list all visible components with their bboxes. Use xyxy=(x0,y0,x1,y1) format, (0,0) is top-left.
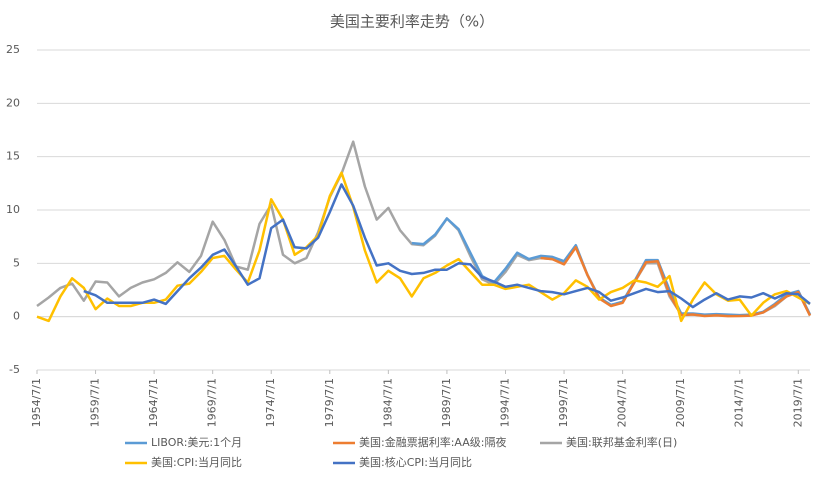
x-tick-label: 1979/7/1 xyxy=(323,378,336,427)
x-tick-label: 1964/7/1 xyxy=(147,378,160,427)
legend-label: 美国:核心CPI:当月同比 xyxy=(359,455,472,469)
y-tick-label: -5 xyxy=(9,363,20,376)
series-line xyxy=(36,140,812,317)
x-tick-label: 1954/7/1 xyxy=(30,378,43,427)
y-tick-label: 25 xyxy=(6,43,20,56)
x-tick-label: 1984/7/1 xyxy=(381,378,394,427)
x-tick-label: 1969/7/1 xyxy=(206,378,219,427)
y-tick-label: 15 xyxy=(6,150,20,163)
series-line xyxy=(83,183,811,309)
chart-title: 美国主要利率走势（%） xyxy=(330,13,494,31)
x-tick-label: 2014/7/1 xyxy=(733,378,746,427)
x-tick-label: 1994/7/1 xyxy=(498,378,511,427)
legend-label: 美国:CPI:当月同比 xyxy=(151,455,242,469)
x-tick-label: 1959/7/1 xyxy=(89,378,102,427)
series-line xyxy=(540,246,812,318)
x-tick-label: 1999/7/1 xyxy=(557,378,570,427)
y-tick-label: 10 xyxy=(6,203,20,216)
x-tick-label: 1989/7/1 xyxy=(440,378,453,427)
y-tick-label: 20 xyxy=(6,96,20,109)
legend-label: LIBOR:美元:1个月 xyxy=(151,436,242,449)
series-line xyxy=(36,171,811,323)
x-tick-label: 2009/7/1 xyxy=(674,378,687,427)
x-tick-label: 2019/7/1 xyxy=(791,378,804,427)
x-tick-label: 1974/7/1 xyxy=(264,378,277,427)
legend-label: 美国:金融票据利率:AA级:隔夜 xyxy=(359,435,506,449)
y-tick-label: 0 xyxy=(13,310,20,323)
x-tick-label: 2004/7/1 xyxy=(616,378,629,427)
legend-label: 美国:联邦基金利率(日) xyxy=(566,435,677,449)
y-tick-label: 5 xyxy=(13,256,20,269)
